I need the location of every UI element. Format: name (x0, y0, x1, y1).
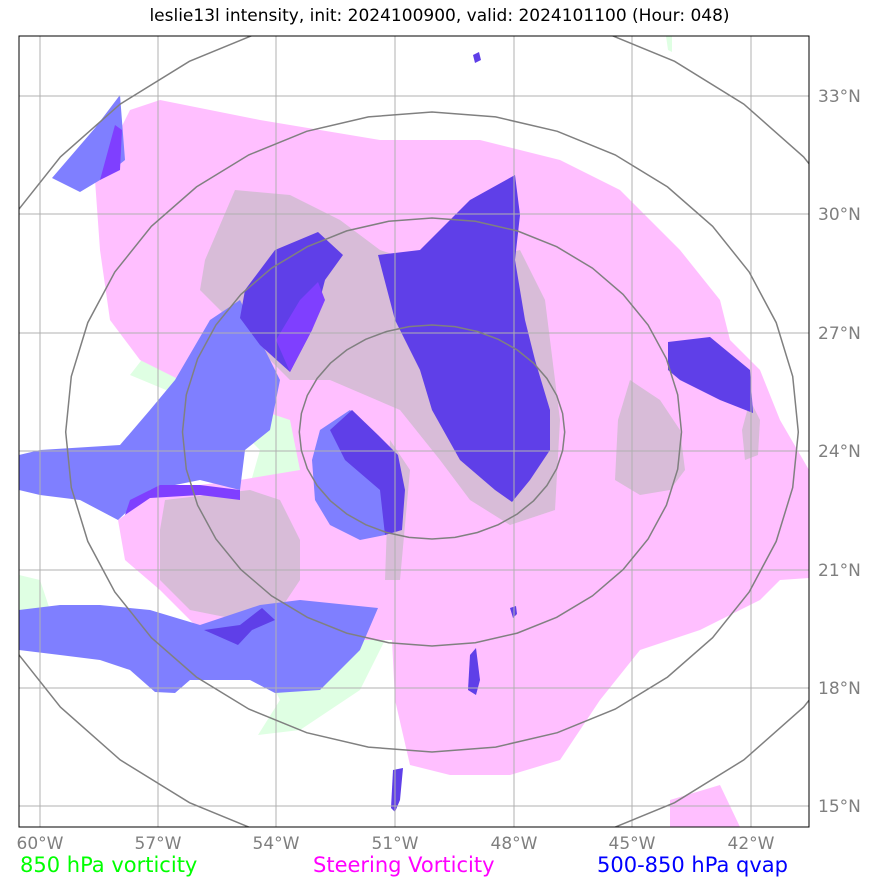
longitude-label: 51°W (372, 834, 419, 854)
map-title: leslie13l intensity, init: 2024100900, v… (149, 6, 730, 26)
qvap-region (19, 600, 378, 693)
range-rings (19, 36, 809, 827)
qvap-dark-region (668, 337, 753, 413)
longitude-labels: 60°W 57°W 54°W 51°W 48°W 45°W 42°W (17, 834, 775, 854)
qvap-violet-layer (100, 125, 325, 515)
range-ring (19, 36, 809, 827)
latitude-labels: 33°N 30°N 27°N 24°N 21°N 18°N 15°N (818, 87, 861, 817)
latitude-label: 15°N (818, 797, 861, 817)
qvap-region (19, 300, 280, 520)
qvap-dark-region (473, 52, 481, 63)
qvap-dark-region (378, 175, 550, 502)
map-frame (18, 35, 810, 828)
latitude-label: 30°N (818, 205, 861, 225)
qvap-dark-region (330, 410, 405, 535)
legend-qvap: 500-850 hPa qvap (597, 853, 788, 877)
range-ring (181, 217, 683, 647)
qvap-dark-region (391, 768, 403, 812)
longitude-label: 42°W (728, 834, 775, 854)
qvap-violet-region (125, 485, 240, 515)
latitude-label: 21°N (818, 561, 861, 581)
latitude-label: 33°N (818, 87, 861, 107)
latitude-label: 18°N (818, 679, 861, 699)
qvap-violet-region (100, 125, 122, 180)
qvap-dark-region (240, 232, 343, 372)
steering-overlap-region (160, 490, 300, 620)
qvap-dark-layer (204, 52, 753, 812)
longitude-label: 54°W (253, 834, 300, 854)
qvap-dark-region (204, 608, 275, 645)
longitude-label: 60°W (17, 834, 64, 854)
longitude-label: 45°W (609, 834, 656, 854)
range-ring (298, 324, 566, 540)
range-ring (64, 111, 800, 753)
qvap-violet-region (276, 282, 325, 372)
latitude-label: 27°N (818, 324, 861, 344)
graticule (19, 36, 809, 827)
qvap-dark-region (468, 648, 480, 695)
latitude-label: 24°N (818, 442, 861, 462)
vort850-region (666, 36, 672, 52)
map-plot-area (19, 36, 809, 827)
longitude-label: 57°W (135, 834, 182, 854)
legend-vort850: 850 hPa vorticity (20, 853, 198, 877)
longitude-label: 48°W (491, 834, 538, 854)
legend-steering: Steering Vorticity (313, 853, 495, 877)
